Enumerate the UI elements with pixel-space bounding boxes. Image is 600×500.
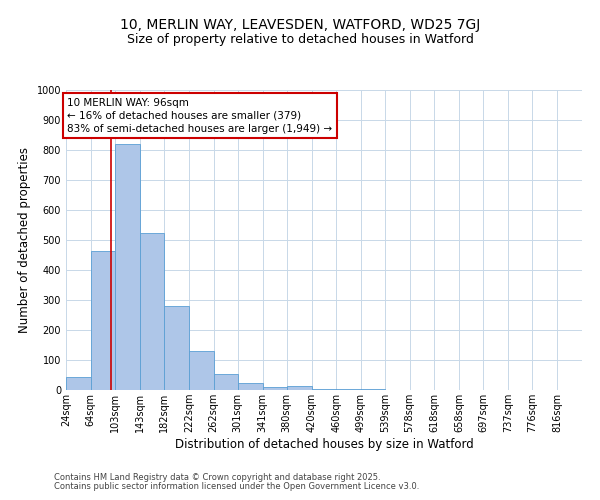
Bar xyxy=(287,386,311,390)
Bar xyxy=(263,387,287,390)
Bar xyxy=(311,388,337,390)
Bar xyxy=(66,376,91,390)
Bar xyxy=(91,250,115,390)
Bar xyxy=(189,351,214,390)
Bar xyxy=(337,389,361,390)
Bar xyxy=(140,232,164,390)
Bar xyxy=(238,382,263,390)
Y-axis label: Number of detached properties: Number of detached properties xyxy=(18,147,31,333)
Text: Size of property relative to detached houses in Watford: Size of property relative to detached ho… xyxy=(127,32,473,46)
Text: 10, MERLIN WAY, LEAVESDEN, WATFORD, WD25 7GJ: 10, MERLIN WAY, LEAVESDEN, WATFORD, WD25… xyxy=(120,18,480,32)
Text: Contains HM Land Registry data © Crown copyright and database right 2025.: Contains HM Land Registry data © Crown c… xyxy=(54,472,380,482)
Text: 10 MERLIN WAY: 96sqm
← 16% of detached houses are smaller (379)
83% of semi-deta: 10 MERLIN WAY: 96sqm ← 16% of detached h… xyxy=(67,98,332,134)
X-axis label: Distribution of detached houses by size in Watford: Distribution of detached houses by size … xyxy=(175,438,473,451)
Bar xyxy=(115,144,140,390)
Bar xyxy=(164,306,189,390)
Text: Contains public sector information licensed under the Open Government Licence v3: Contains public sector information licen… xyxy=(54,482,419,491)
Bar xyxy=(214,374,238,390)
Bar xyxy=(361,388,385,390)
